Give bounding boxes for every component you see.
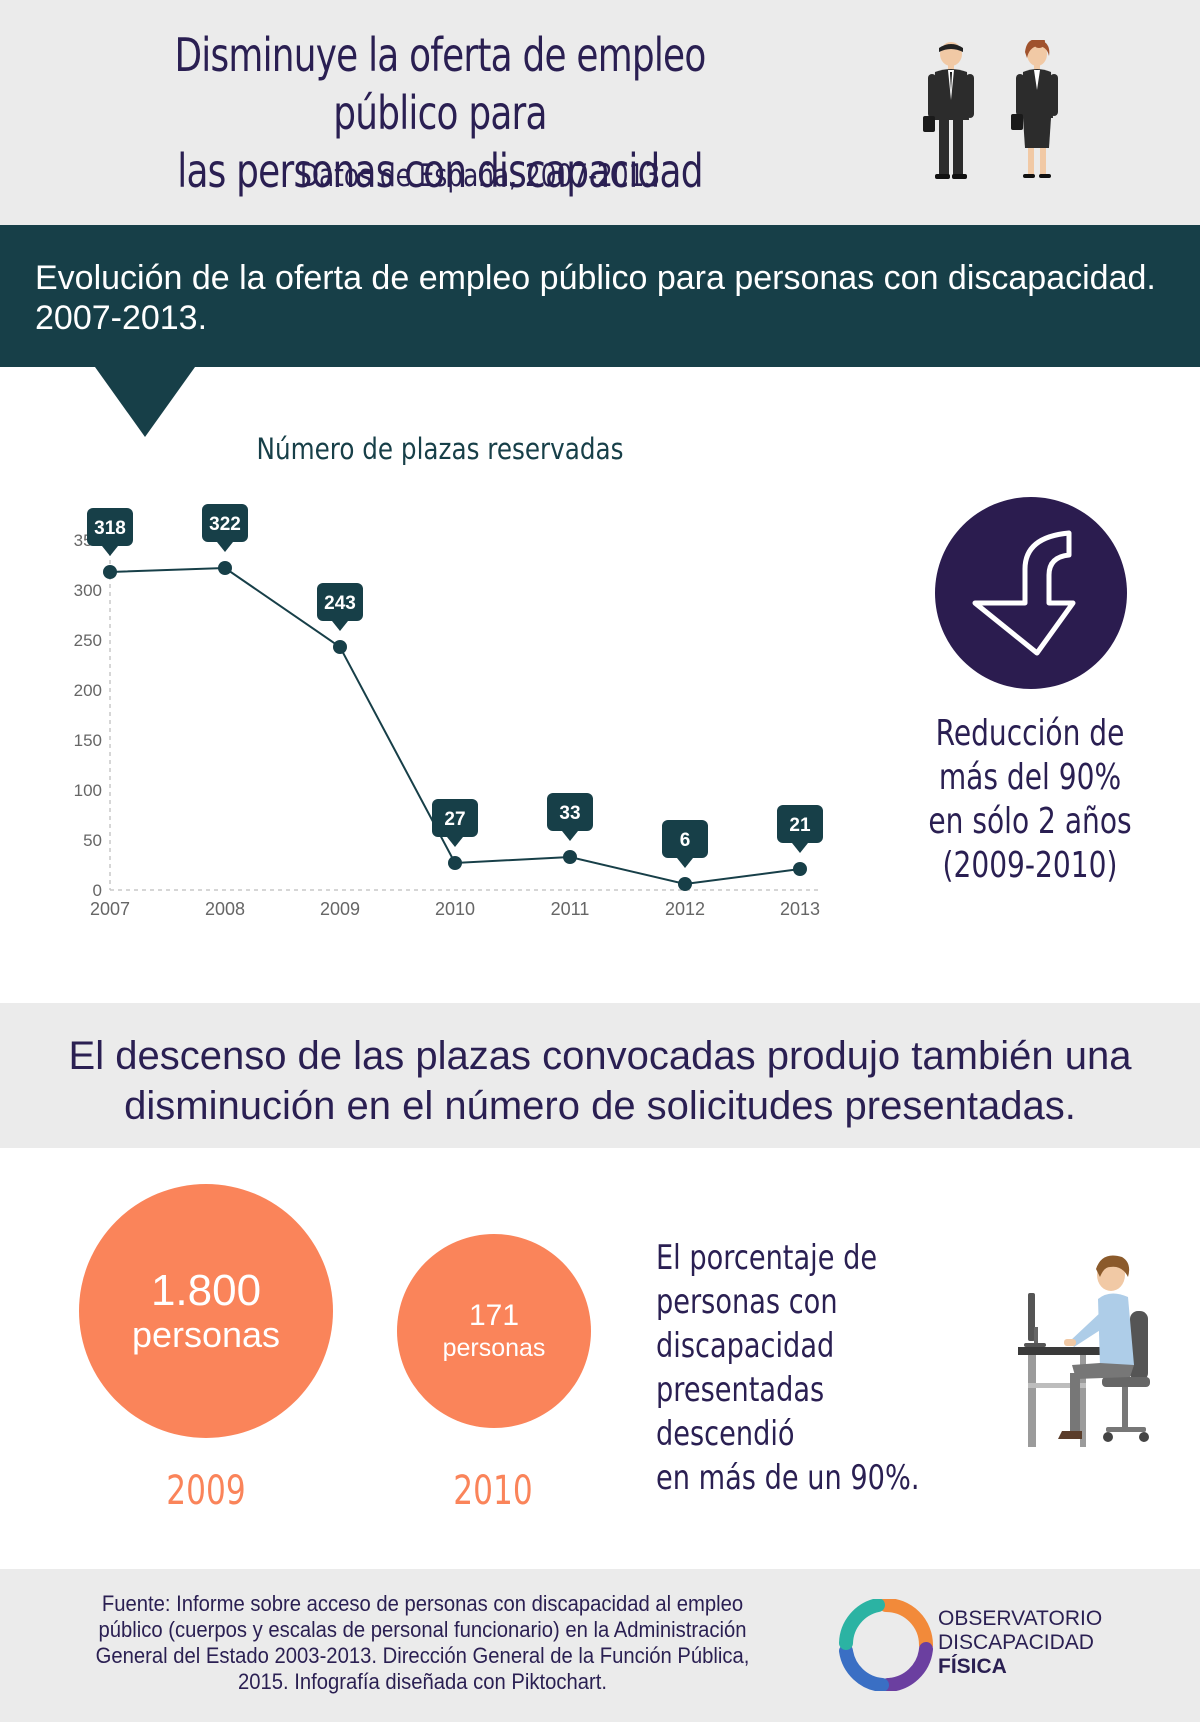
applications-banner: El descenso de las plazas convocadas pro… <box>0 1003 1200 1148</box>
bubble-2009-unit: personas <box>131 1314 281 1355</box>
pct-line-1: El porcentaje de <box>656 1238 878 1278</box>
data-label: 318 <box>94 518 126 539</box>
data-point <box>218 561 232 575</box>
data-point <box>103 565 117 579</box>
section-banner: Evolución de la oferta de empleo público… <box>0 225 1200 367</box>
businesswoman-icon <box>1011 40 1058 178</box>
year-2009-label: 2009 <box>166 1468 246 1514</box>
data-label-box <box>87 508 133 546</box>
observatorio-logo-text: OBSERVATORIO DISCAPACIDAD FÍSICA <box>938 1607 1102 1679</box>
source-line-1: Fuente: Informe sobre acceso de personas… <box>101 1591 744 1616</box>
y-tick-label: 250 <box>74 631 102 650</box>
y-tick-label: 50 <box>83 831 102 850</box>
business-people-icon <box>923 40 1058 179</box>
bubble-2010-value: 171 <box>468 1299 520 1332</box>
x-tick-label: 2010 <box>435 899 475 919</box>
y-tick-label: 300 <box>74 581 102 600</box>
bubble-2010: 171 personas <box>397 1234 591 1428</box>
source-line-4: 2015. Infografía diseñada con Piktochart… <box>237 1669 608 1694</box>
banner-pointer <box>95 367 195 437</box>
y-tick-label: 200 <box>74 681 102 700</box>
reduction-note: Reducción de más del 90% en sólo 2 años … <box>921 712 1139 888</box>
down-arrow-badge <box>935 497 1127 689</box>
data-label-pointer <box>217 542 233 552</box>
percentage-note: El porcentaje de personas con discapacid… <box>656 1236 928 1500</box>
data-label-pointer <box>447 837 463 847</box>
logo-line-1: OBSERVATORIO <box>938 1607 1103 1630</box>
year-2010-label: 2010 <box>453 1468 533 1514</box>
data-point <box>333 640 347 654</box>
data-label-pointer <box>562 831 578 841</box>
title-line-2: las personas con discapacidad <box>177 144 703 198</box>
x-tick-label: 2012 <box>665 899 705 919</box>
data-label: 243 <box>324 593 356 614</box>
data-point <box>563 850 577 864</box>
logo-line-3: FÍSICA <box>938 1655 1007 1678</box>
data-label: 322 <box>209 514 241 535</box>
data-label-pointer <box>102 546 118 556</box>
data-label-box <box>202 504 248 542</box>
observatorio-logo-icon <box>839 1599 933 1691</box>
data-label-pointer <box>332 621 348 631</box>
reduction-line-1: Reducción de <box>935 713 1125 754</box>
source-note: Fuente: Informe sobre acceso de personas… <box>71 1591 775 1695</box>
x-tick-label: 2013 <box>780 899 820 919</box>
reduction-line-2: más del 90% <box>938 757 1122 798</box>
data-label: 33 <box>559 803 580 824</box>
source-line-2: público (cuerpos y escalas de personal f… <box>98 1617 747 1642</box>
data-label-box <box>317 583 363 621</box>
x-tick-label: 2008 <box>205 899 245 919</box>
data-label: 6 <box>680 830 691 851</box>
data-point <box>448 856 462 870</box>
bubble-2009-value: 1.800 <box>150 1266 262 1315</box>
data-point <box>678 877 692 891</box>
y-tick-label: 0 <box>93 881 102 900</box>
header: Disminuye la oferta de empleo público pa… <box>0 0 1200 225</box>
x-tick-label: 2011 <box>551 899 590 919</box>
line-chart: 0501001502002503003502007200820092010201… <box>74 504 823 919</box>
data-point <box>793 862 807 876</box>
title-line-1: Disminuye la oferta de empleo público pa… <box>174 28 706 140</box>
source-line-3: General del Estado 2003-2013. Dirección … <box>95 1643 750 1668</box>
pct-line-5: en más de un 90%. <box>656 1458 920 1498</box>
page-subtitle: Datos de España, 2007-2013 <box>299 158 661 194</box>
businessman-icon <box>923 42 974 179</box>
data-label-box <box>547 793 593 831</box>
y-tick-label: 150 <box>74 731 102 750</box>
data-label: 27 <box>444 809 465 830</box>
down-arrow-icon <box>972 530 1076 656</box>
applications-banner-text: El descenso de las plazas convocadas pro… <box>40 1031 1160 1131</box>
page-title: Disminuye la oferta de empleo público pa… <box>120 26 760 200</box>
logo-line-2: DISCAPACIDAD <box>938 1631 1094 1654</box>
data-label-box <box>432 799 478 837</box>
footer: Fuente: Informe sobre acceso de personas… <box>0 1569 1200 1722</box>
chart-title: Número de plazas reservadas <box>256 432 624 466</box>
applications-line-2: disminución en el número de solicitudes … <box>124 1084 1076 1128</box>
reduction-line-3: en sólo 2 años <box>928 801 1132 842</box>
section-banner-text: Evolución de la oferta de empleo público… <box>35 259 1156 337</box>
x-tick-label: 2009 <box>320 899 360 919</box>
data-label: 21 <box>789 815 811 836</box>
pct-line-4: presentadas descendió <box>656 1370 825 1454</box>
data-label-box <box>777 805 823 843</box>
data-label-pointer <box>677 858 693 868</box>
y-tick-label: 100 <box>74 781 102 800</box>
data-label-box <box>662 820 708 858</box>
bubble-2010-unit: personas <box>442 1334 546 1362</box>
pct-line-2: personas con <box>656 1282 838 1322</box>
pct-line-3: discapacidad <box>656 1326 835 1366</box>
data-label-pointer <box>792 843 808 853</box>
bubble-2009: 1.800 personas <box>79 1184 333 1438</box>
reduction-line-4: (2009-2010) <box>942 845 1118 886</box>
applications-line-1: El descenso de las plazas convocadas pro… <box>68 1034 1132 1078</box>
x-tick-label: 2007 <box>90 899 130 919</box>
person-at-computer-icon <box>1018 1255 1150 1447</box>
